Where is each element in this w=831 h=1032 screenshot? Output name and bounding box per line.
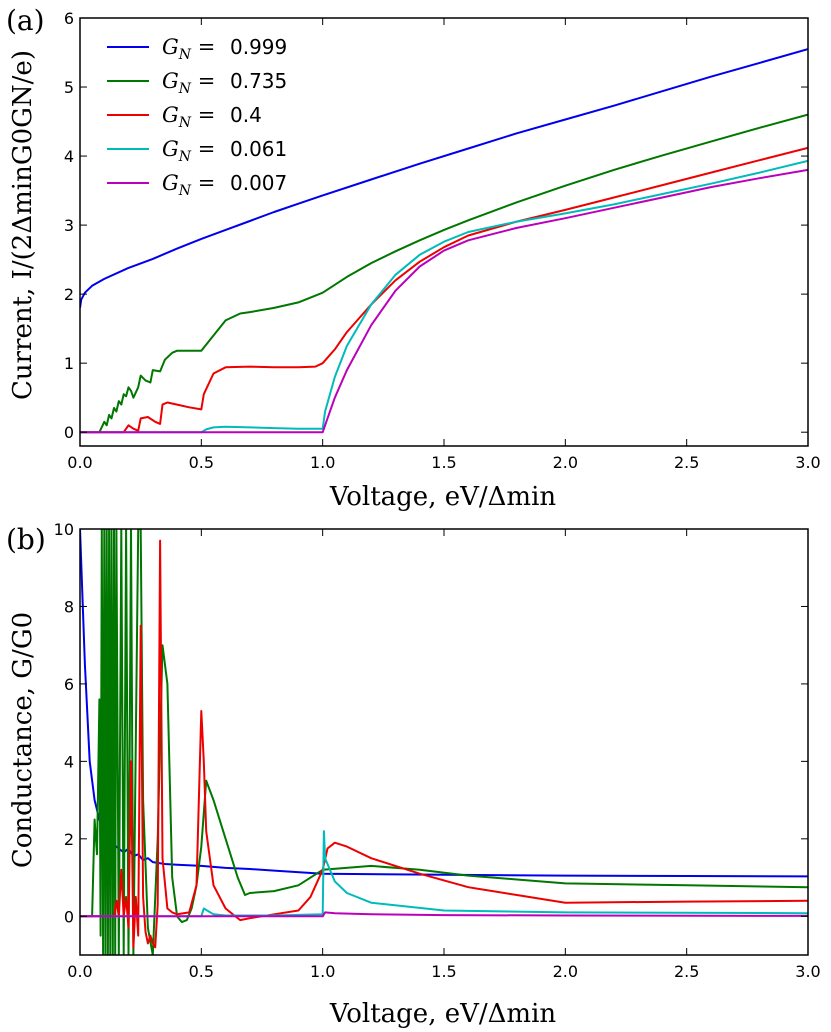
series-group-a	[80, 48, 808, 434]
series-line-a-3	[80, 159, 808, 434]
y-axis-label-a: Current, I/(2ΔminG0GN/e)	[8, 50, 38, 400]
x-axis-label-a: Voltage, eV/Δmin	[329, 482, 557, 512]
series-line-b-3	[80, 830, 808, 918]
series-line-b-2	[80, 539, 808, 949]
x-axis-label-b: Voltage, eV/Δmin	[329, 999, 557, 1029]
x-tick-label-a-5: 2.5	[674, 453, 699, 472]
x-tick-label-a-3: 1.5	[431, 453, 456, 472]
x-tick-label-b-3: 1.5	[431, 962, 456, 981]
y-tick-label-a-3: 3	[64, 216, 74, 235]
legend-symbol-2: GN =	[162, 103, 215, 131]
series-line-a-4	[80, 168, 808, 434]
legend-value-0: 0.999	[230, 35, 287, 59]
series-line-a-1	[80, 113, 808, 434]
legend-symbol-4: GN =	[162, 171, 215, 199]
plot-area-b: 0.0 0.5 1.0 1.5 2.0 2.5 3.0 0 2 4 6 8 10	[54, 520, 821, 981]
series-line-b-1	[80, 529, 808, 955]
series-line-b-0	[80, 529, 808, 878]
x-tick-label-a-6: 3.0	[795, 453, 820, 472]
x-tick-label-b-4: 2.0	[553, 962, 578, 981]
y-tick-label-b-0: 0	[64, 907, 74, 926]
y-tick-label-b-3: 6	[64, 675, 74, 694]
x-tick-label-b-0: 0.0	[67, 962, 92, 981]
y-tick-label-b-4: 8	[64, 597, 74, 616]
x-tick-label-b-1: 0.5	[189, 962, 214, 981]
y-tick-label-a-2: 2	[64, 285, 74, 304]
panel-label-a: (a)	[6, 4, 45, 37]
legend-symbol-1: GN =	[162, 69, 215, 97]
x-tick-label-a-2: 1.0	[310, 453, 335, 472]
y-tick-label-b-5: 10	[54, 520, 74, 539]
y-tick-label-a-0: 0	[64, 423, 74, 442]
y-tick-label-a-4: 4	[64, 147, 74, 166]
series-group-b	[80, 529, 808, 955]
panel-b: (b) Conductance, G/G0 Voltage, eV/Δmin 0…	[6, 520, 821, 1029]
series-line-b-4	[80, 911, 808, 918]
series-line-a-0	[80, 48, 808, 309]
legend-value-3: 0.061	[230, 137, 287, 161]
x-tick-label-a-1: 0.5	[189, 453, 214, 472]
y-tick-label-a-6: 6	[64, 9, 74, 28]
y-tick-label-b-2: 4	[64, 752, 74, 771]
legend-symbol-0: GN =	[162, 35, 215, 63]
y-axis-label-b: Conductance, G/G0	[8, 612, 38, 868]
legend-value-1: 0.735	[230, 69, 287, 93]
legend-value-4: 0.007	[230, 171, 287, 195]
panel-label-b: (b)	[6, 523, 46, 556]
panel-a: (a) Current, I/(2ΔminG0GN/e) Voltage, eV…	[6, 4, 821, 512]
y-tick-label-b-1: 2	[64, 830, 74, 849]
y-tick-label-a-5: 5	[64, 78, 74, 97]
x-tick-label-a-4: 2.0	[553, 453, 578, 472]
x-tick-label-a-0: 0.0	[67, 453, 92, 472]
x-tick-label-b-5: 2.5	[674, 962, 699, 981]
x-tick-label-b-2: 1.0	[310, 962, 335, 981]
legend: GN = 0.999 GN = 0.735 GN = 0.4 GN = 0.061 GN = 0.…	[107, 35, 287, 199]
legend-symbol-3: GN =	[162, 137, 215, 165]
y-tick-label-a-1: 1	[64, 354, 74, 373]
x-tick-label-b-6: 3.0	[795, 962, 820, 981]
plot-frame-b	[79, 528, 809, 956]
legend-value-2: 0.4	[230, 103, 262, 127]
